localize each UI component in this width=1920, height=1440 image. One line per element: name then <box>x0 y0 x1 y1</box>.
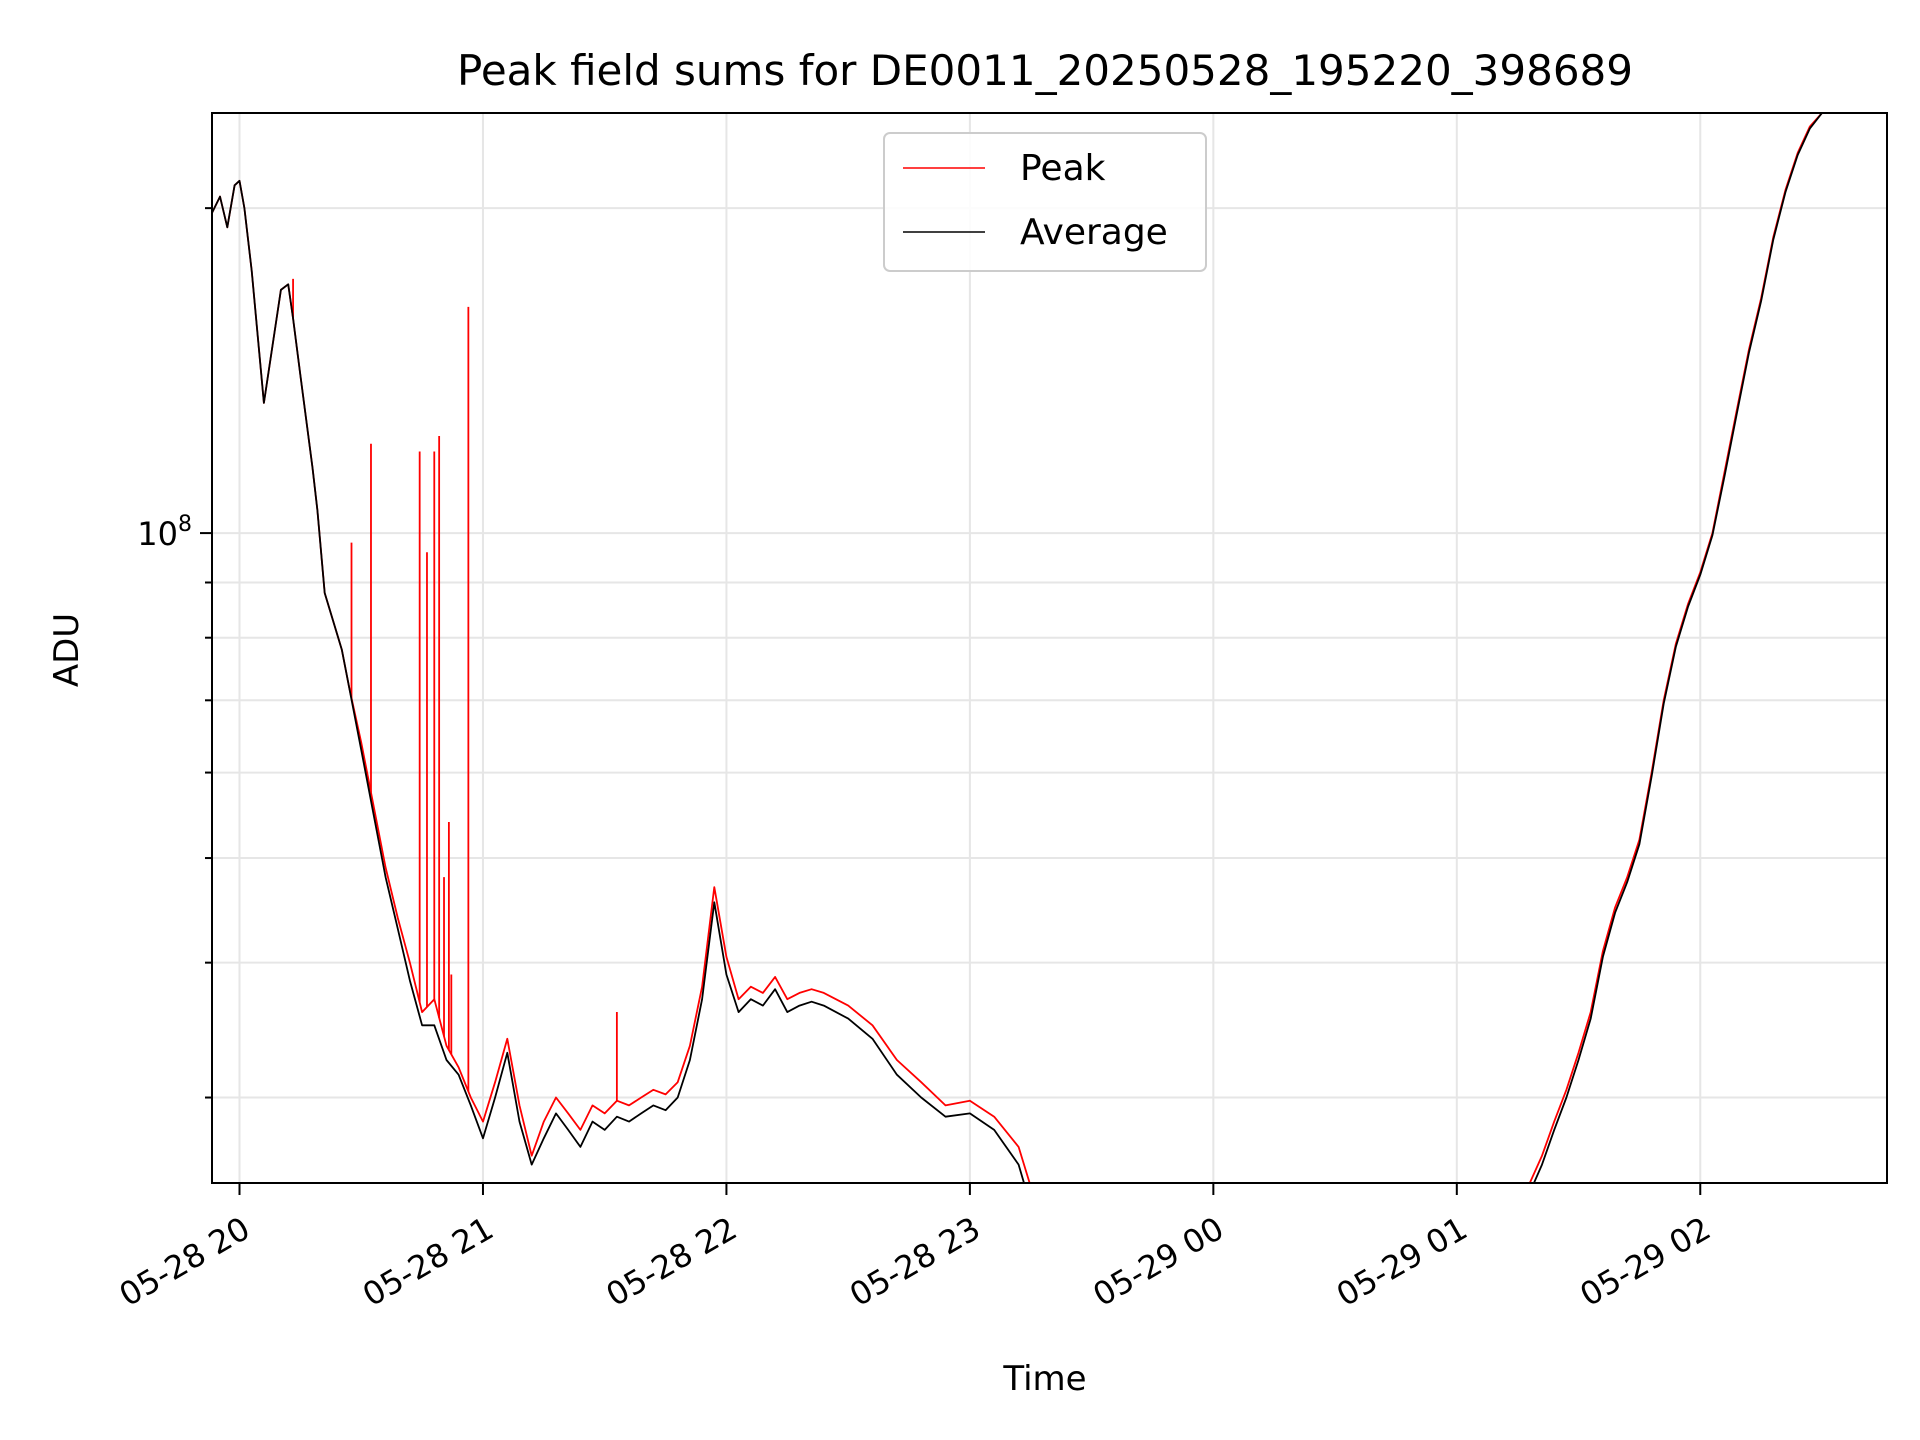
legend-label-average: Average <box>1020 212 1168 253</box>
series-line-average <box>212 113 1823 1183</box>
plot-frame <box>211 112 1888 1184</box>
y-tick-label: 108 <box>137 512 192 553</box>
legend-label-peak: Peak <box>1020 148 1106 189</box>
chart-title: Peak field sums for DE0011_20250528_1952… <box>457 46 1633 95</box>
series-group <box>212 113 1823 1183</box>
y-axis-title: ADU <box>47 613 87 687</box>
x-axis-title: Time <box>1002 1359 1086 1399</box>
series-line-peak <box>212 113 1823 1183</box>
legend: Peak Average <box>883 132 1207 272</box>
